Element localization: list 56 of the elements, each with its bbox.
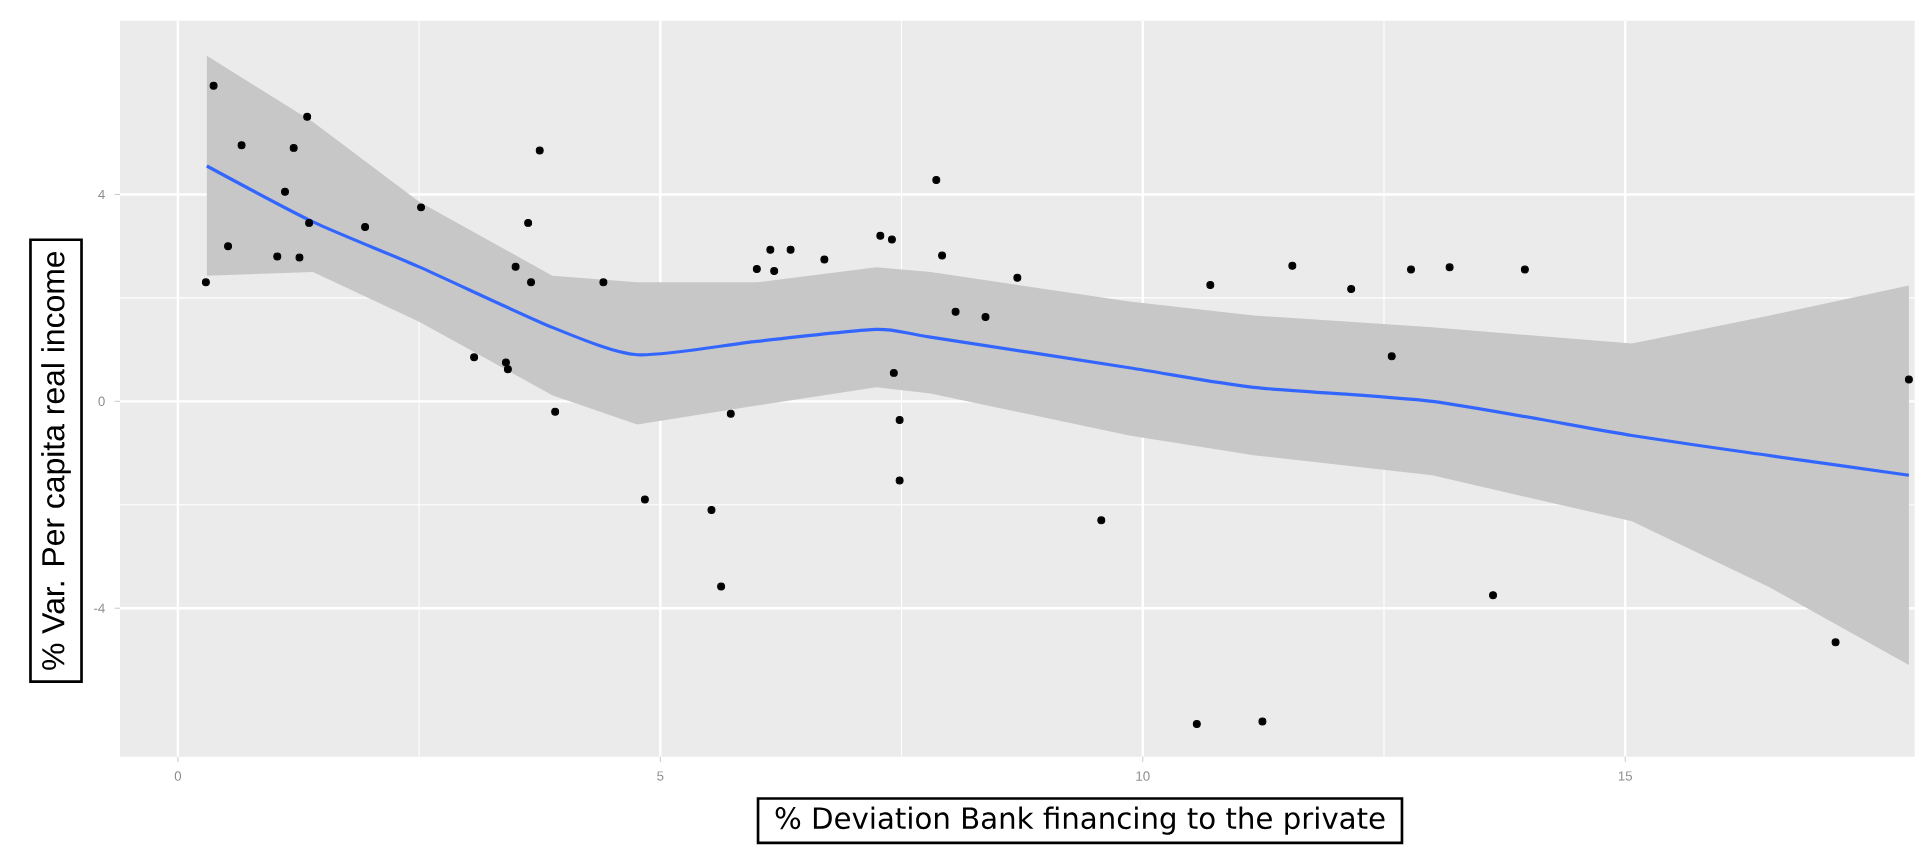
point: [766, 245, 775, 254]
point: [305, 218, 314, 227]
point: [1520, 265, 1529, 274]
point: [524, 218, 533, 227]
point: [1013, 273, 1022, 282]
point: [535, 146, 544, 155]
point: [417, 203, 426, 212]
point: [303, 112, 312, 121]
point: [1192, 720, 1201, 729]
point: [1387, 352, 1396, 361]
point: [237, 141, 246, 150]
point: [1904, 375, 1913, 384]
point: [1831, 638, 1840, 647]
point: [1445, 263, 1454, 272]
point: [889, 368, 898, 377]
point: [820, 255, 829, 264]
point: [201, 278, 210, 287]
x-axis-title: % Deviation Bank financing to the private: [775, 806, 1385, 835]
point: [1407, 265, 1415, 274]
line-series: [205, 164, 1911, 477]
point: [786, 245, 795, 254]
point: [717, 582, 726, 591]
point: [273, 252, 282, 261]
point: [938, 251, 947, 260]
point: [895, 415, 904, 424]
point: [707, 505, 716, 514]
point: [361, 223, 370, 232]
point: [1288, 261, 1297, 270]
point: [289, 143, 298, 152]
point: [527, 278, 536, 287]
point: [895, 476, 904, 485]
point: [470, 353, 479, 362]
point: [951, 307, 960, 316]
point: [876, 231, 885, 240]
point: [770, 267, 779, 275]
point: [932, 175, 941, 184]
y-axis-title: % Var. Per capita real income: [41, 251, 71, 670]
point: [1097, 516, 1106, 525]
point: [640, 495, 649, 504]
point: [726, 409, 735, 418]
point: [1489, 591, 1498, 600]
point: [503, 365, 512, 374]
point: [209, 81, 218, 90]
point: [1206, 280, 1215, 289]
point: [511, 262, 520, 271]
point: [981, 313, 990, 321]
point: [501, 358, 510, 367]
point: [551, 407, 560, 416]
point: [1258, 717, 1267, 726]
point: [281, 187, 289, 196]
point: [887, 235, 896, 244]
point: [599, 278, 608, 287]
point: [752, 264, 761, 273]
point: [295, 253, 304, 262]
point: [224, 242, 233, 251]
point: [1347, 285, 1356, 294]
